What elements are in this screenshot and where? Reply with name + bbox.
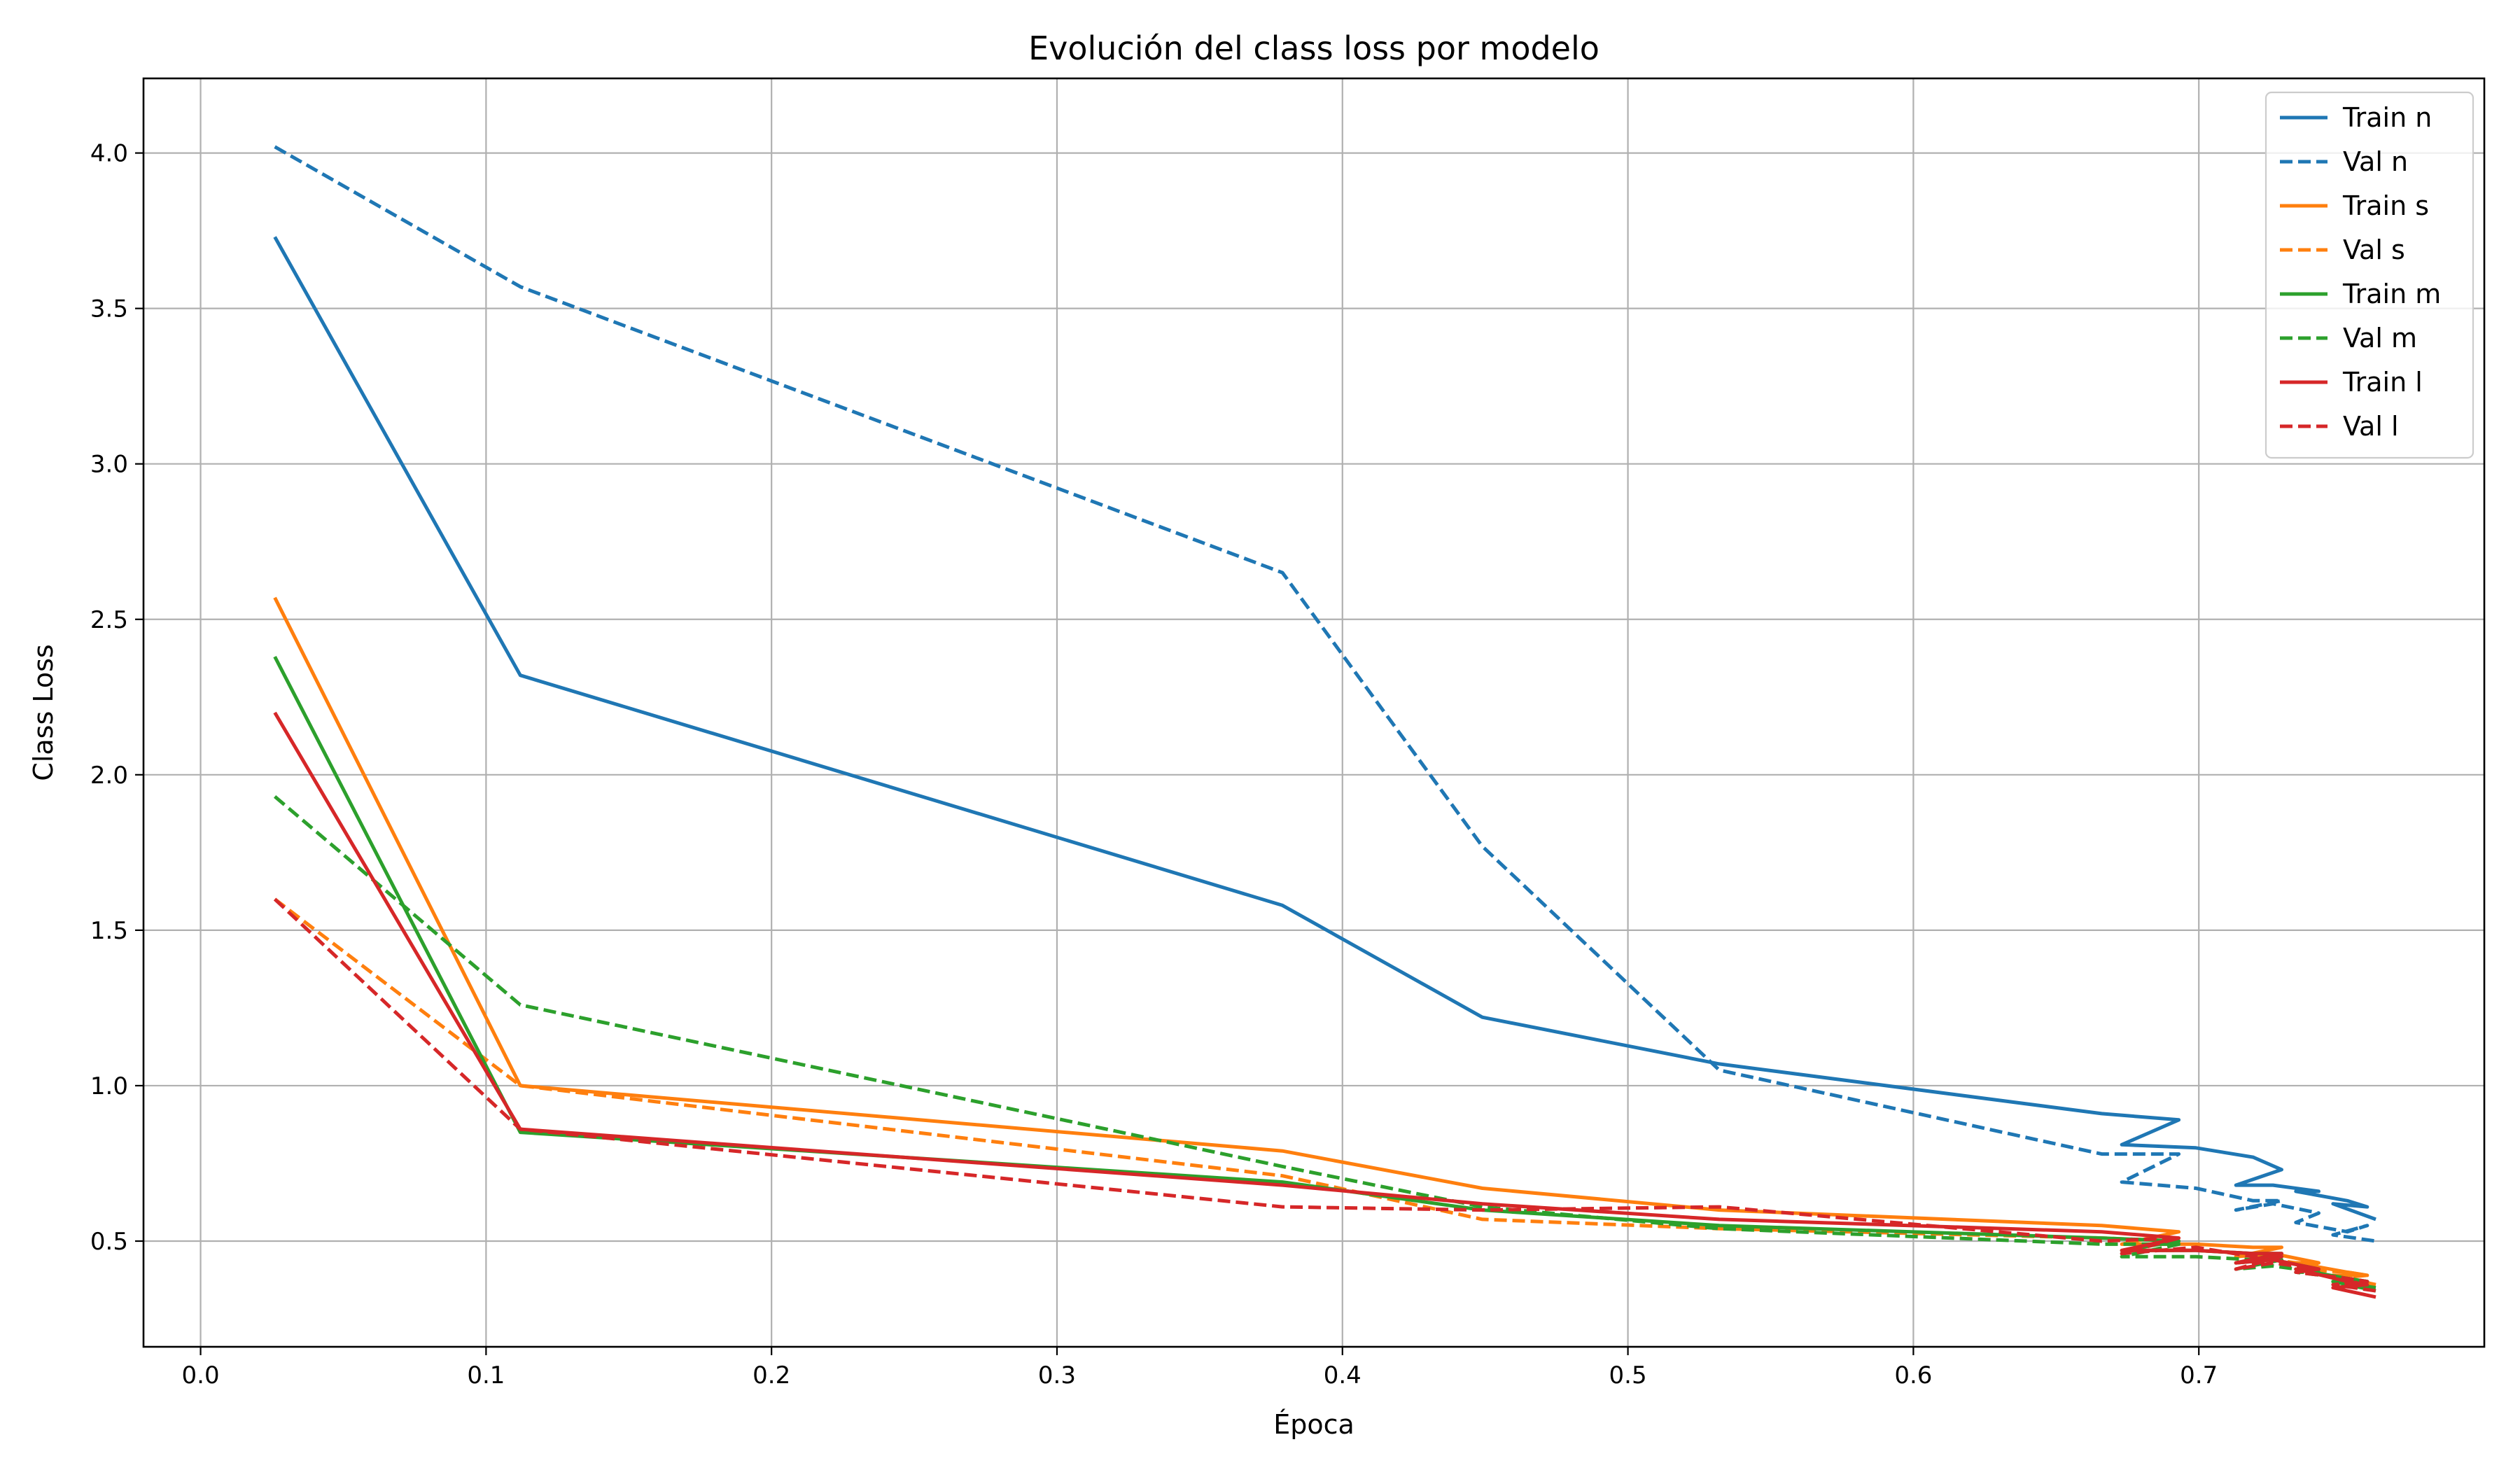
x-tick-label: 0.7 (2180, 1362, 2218, 1390)
x-tick-label: 0.5 (1609, 1362, 1647, 1390)
series-lines (273, 145, 2376, 1299)
y-tick-label: 2.5 (90, 606, 128, 634)
x-tick-label: 0.1 (467, 1362, 505, 1390)
legend-label-train-n: Train n (2342, 102, 2432, 133)
y-tick-label: 2.0 (90, 762, 128, 790)
legend: Train n Val n Train s Val s Train m Val m Trai… (2264, 91, 2474, 459)
y-tick-label: 3.5 (90, 295, 128, 323)
series-line-train-s (273, 596, 2376, 1287)
x-tick-label: 0.0 (182, 1362, 220, 1390)
y-axis-label: Class Loss (28, 644, 59, 780)
y-tick-label: 3.0 (90, 451, 128, 479)
y-tick-label: 1.5 (90, 917, 128, 945)
x-tick-label: 0.4 (1324, 1362, 1362, 1390)
y-tick-label: 0.5 (90, 1228, 128, 1256)
plot-frame (142, 77, 2486, 1348)
legend-label-val-l: Val l (2343, 411, 2399, 442)
legend-label-train-l: Train l (2342, 367, 2423, 398)
y-tick-label: 1.0 (90, 1072, 128, 1100)
grid-lines (144, 78, 2484, 1347)
series-line-val-l (273, 897, 2376, 1293)
legend-label-train-m: Train m (2342, 279, 2441, 309)
series-line-val-n (274, 145, 2376, 1243)
legend-label-val-s: Val s (2343, 234, 2405, 265)
x-axis-label: Época (1273, 1409, 1354, 1440)
legend-label-val-m: Val m (2343, 323, 2417, 354)
legend-box (2264, 91, 2474, 459)
axis-ticks: 0.0 0.1 0.2 0.3 0.4 0.5 0.6 0.7 0.5 1.0 1.5 2.0 2.5 3… (90, 140, 2218, 1390)
series-line-train-n (273, 236, 2376, 1222)
legend-label-train-s: Train s (2342, 190, 2429, 221)
x-tick-label: 0.3 (1038, 1362, 1076, 1390)
chart-title: Evolución del class loss por modelo (1028, 29, 1600, 67)
series-line-train-l (273, 711, 2376, 1299)
y-tick-label: 4.0 (90, 140, 128, 168)
x-tick-label: 0.2 (752, 1362, 790, 1390)
legend-label-val-n: Val n (2343, 146, 2408, 177)
x-tick-label: 0.6 (1894, 1362, 1932, 1390)
